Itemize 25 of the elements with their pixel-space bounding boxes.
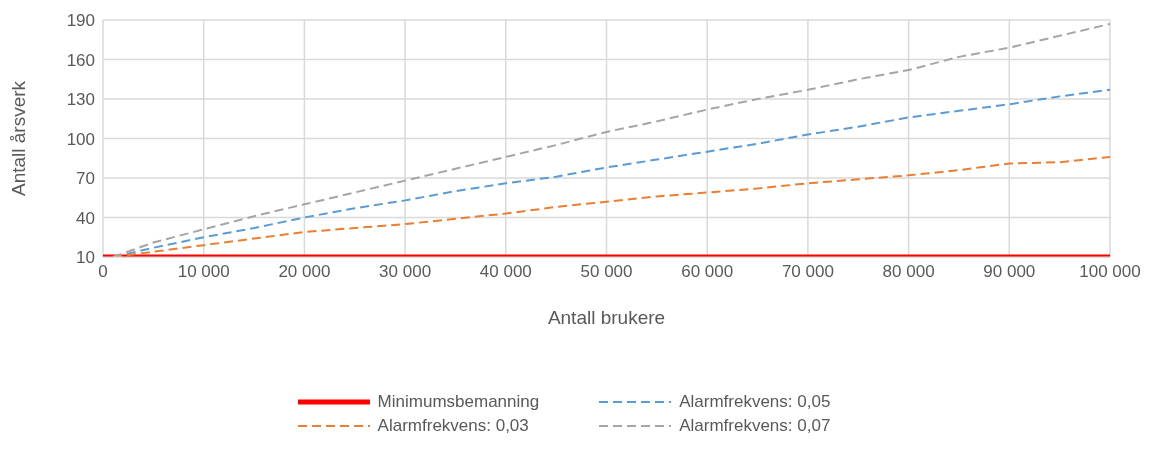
x-tick-label: 30 000 [379, 262, 432, 282]
y-tick-label: 100 [66, 129, 95, 149]
x-tick-label: 100 000 [1079, 262, 1141, 282]
line-series [112, 22, 1110, 257]
x-tick-label: 80 000 [882, 262, 935, 282]
legend-label: Alarmfrekvens: 0,03 [377, 416, 529, 436]
x-tick-label: 40 000 [479, 262, 532, 282]
y-tick-label: 10 [76, 248, 95, 268]
y-tick-label: 130 [66, 90, 95, 110]
x-tick-label: 90 000 [983, 262, 1036, 282]
x-tick-label: 0 [98, 262, 108, 282]
x-tick-label: 10 000 [177, 262, 230, 282]
y-tick-label: 160 [66, 50, 95, 70]
x-axis-title: Antall brukere [547, 307, 666, 328]
x-tick-label: 60 000 [681, 262, 734, 282]
y-tick-label: 190 [66, 11, 95, 31]
x-tick-label: 20 000 [278, 262, 331, 282]
x-tick-label: 50 000 [580, 262, 633, 282]
x-tick-label: 70 000 [781, 262, 834, 282]
y-axis-title: Antall årsverk [7, 80, 29, 197]
y-tick-label: 40 [76, 208, 95, 228]
legend-label: Alarmfrekvens: 0,07 [679, 416, 831, 436]
y-tick-label: 70 [76, 169, 95, 189]
legend-label: Minimumsbemanning [377, 392, 540, 412]
legend-label: Alarmfrekvens: 0,05 [679, 392, 831, 412]
